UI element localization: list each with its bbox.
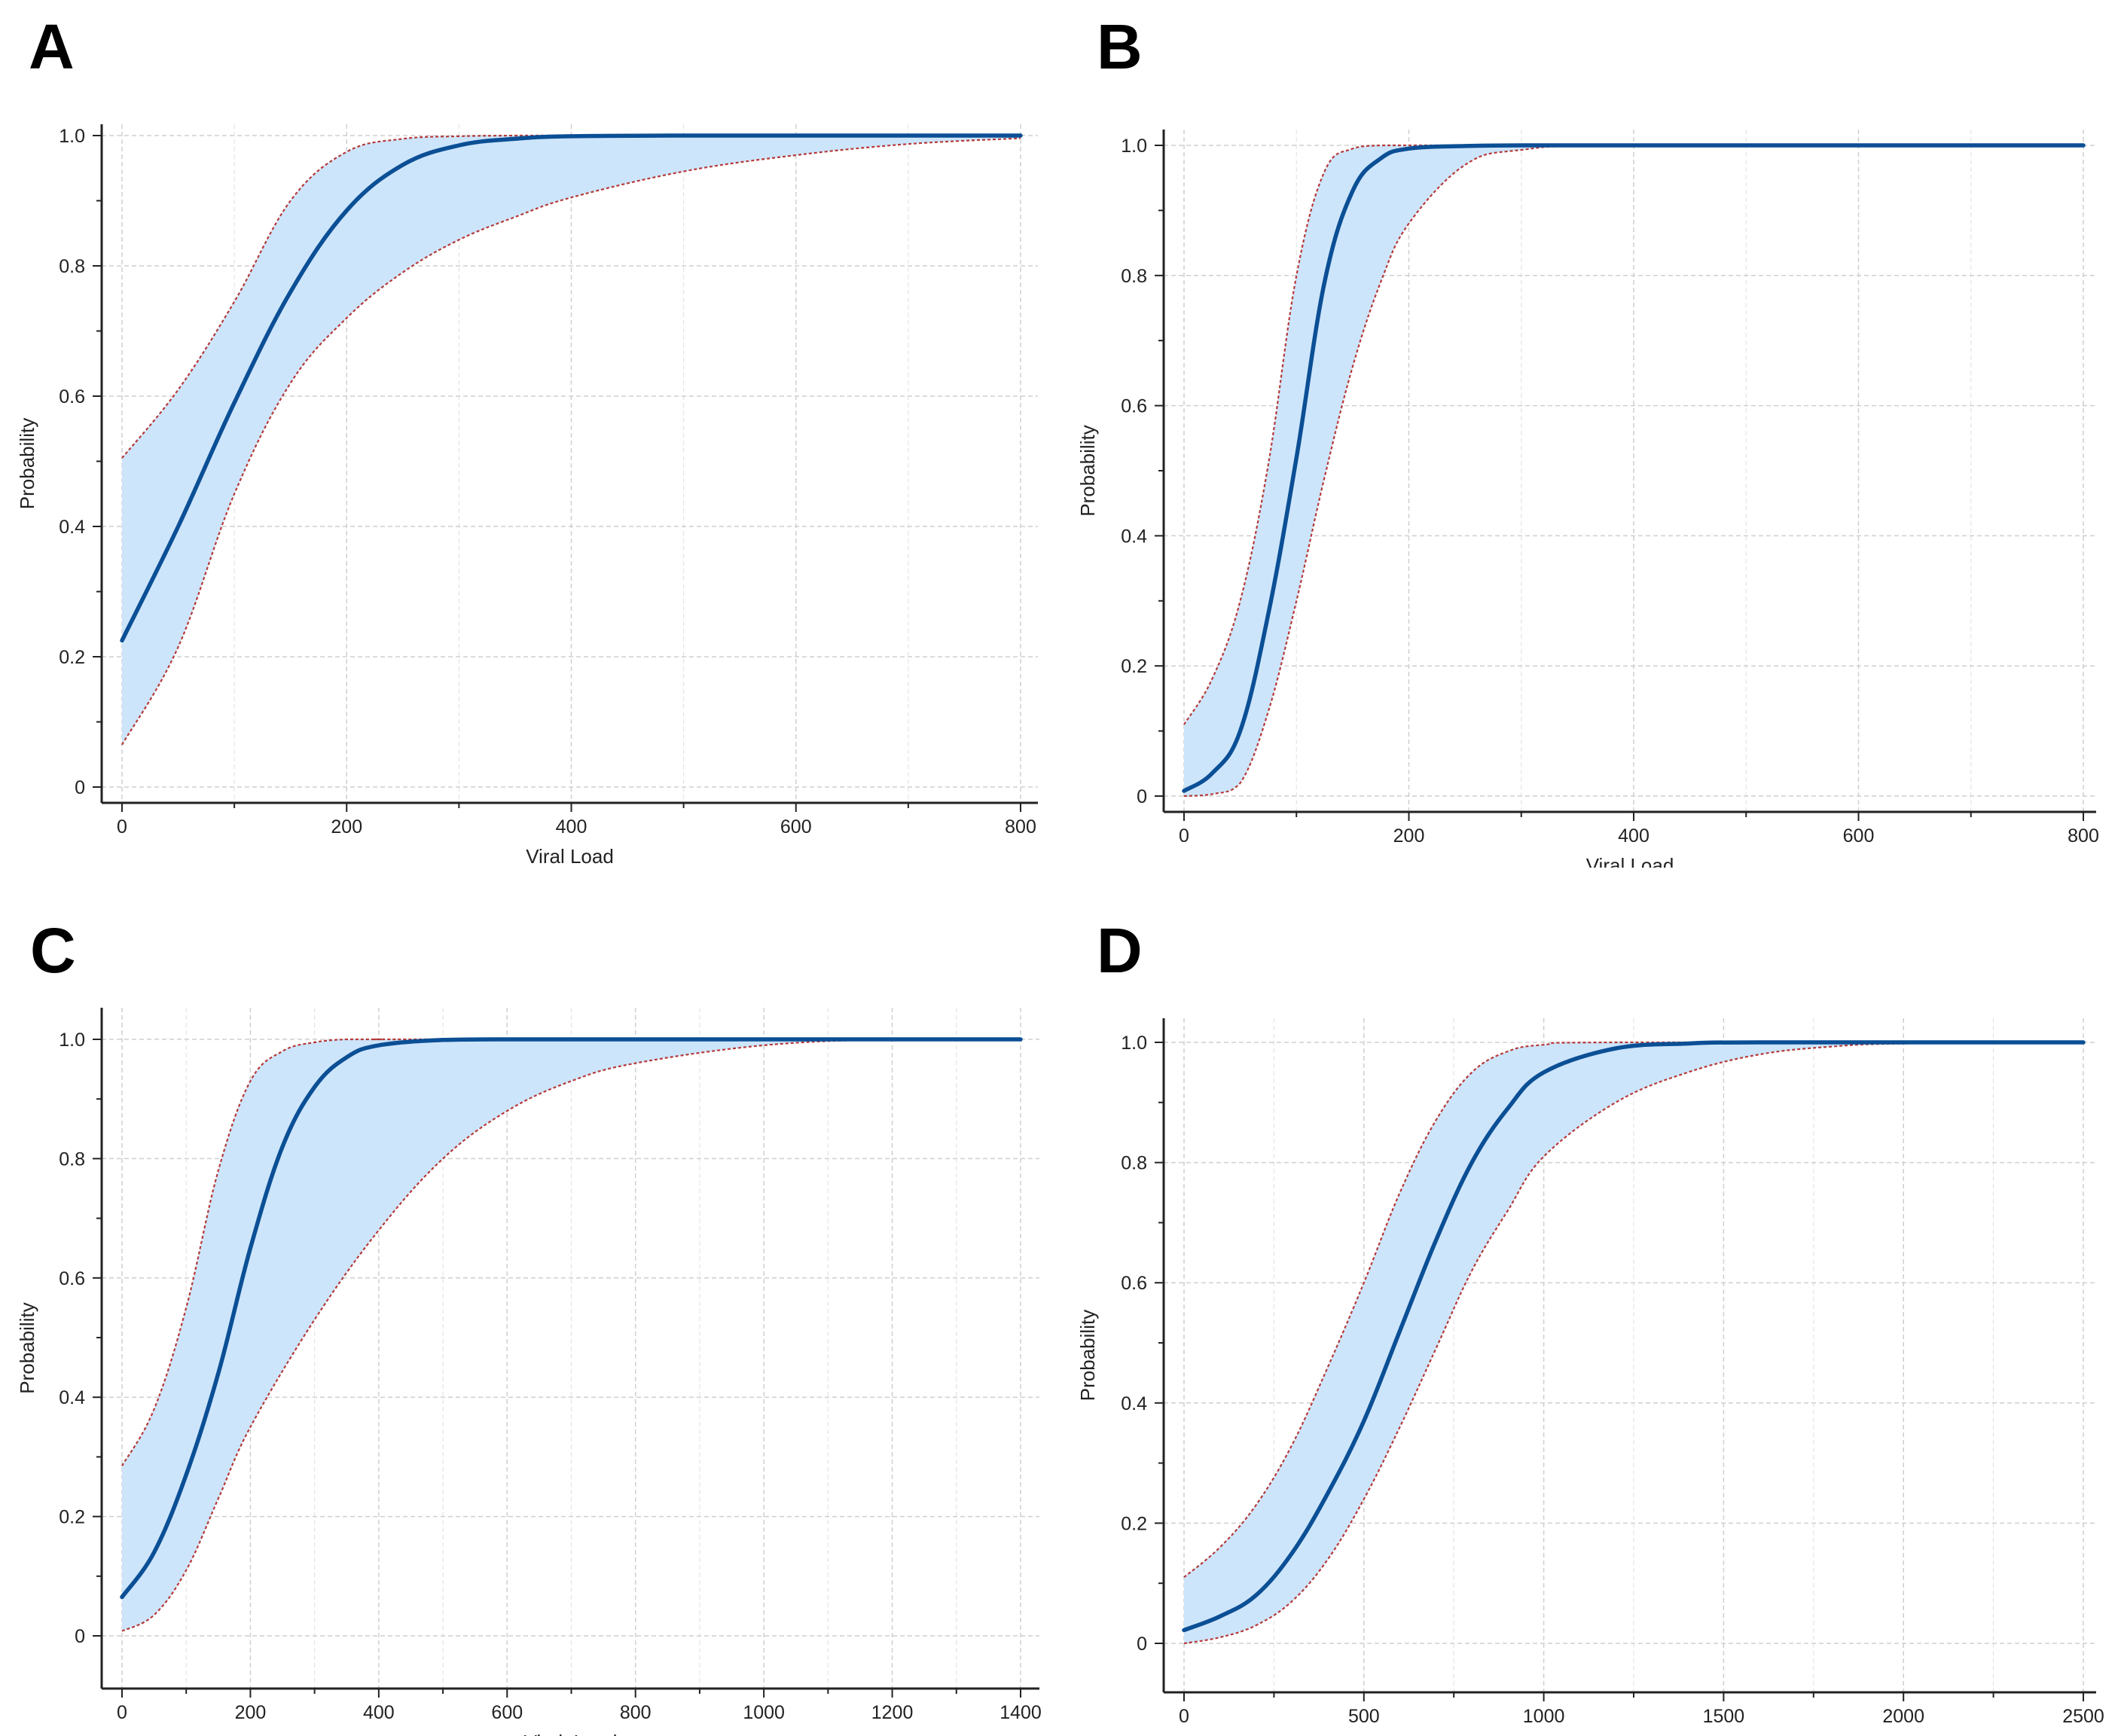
x-axis-title: Viral Load [526,845,614,868]
chart-panel-b: B 0 200 400 600 800 0 0.2 0.4 0.6 0.8 1.0 Viral Loa… [1060,0,2121,868]
x-tick-label: 1400 [999,1702,1042,1723]
chart-c: 0 200 400 600 800 1000 1200 1400 0 0.2 0.4 0.6 0.8 1.… [16,1008,1042,1736]
x-tick-label: 0 [1179,825,1189,847]
y-tick-label: 0.6 [1121,1273,1147,1294]
y-tick-label: 1.0 [59,1030,85,1051]
lower-ci-line [121,137,1021,746]
panel-letter-c: C [30,915,76,986]
y-axis-title: Probability [1076,425,1099,516]
x-tick-label: 400 [363,1702,395,1723]
y-tick-label: 0.2 [59,647,85,668]
y-tick-label: 0.8 [59,1149,85,1170]
x-tick-label: 1500 [1703,1706,1745,1727]
y-tick-label: 0.4 [1121,526,1147,547]
panel-letter-d: D [1097,915,1143,986]
upper-ci-line [121,134,1021,459]
x-tick-label: 200 [1393,825,1425,847]
x-tick-label: 200 [331,816,362,837]
y-tick-label: 0.8 [59,256,85,277]
upper-ci-line [1183,1041,2083,1579]
x-axis-title: Viral_Load [1583,1734,1677,1736]
x-tick-label: 600 [1843,825,1875,847]
y-tick-label: 0.4 [59,517,85,538]
gridlines-d [1164,1018,2096,1692]
chart-panel-d: D 0 500 1000 1500 2000 2500 0 0.2 0.4 0.6 0.8 1.0 Vi… [1060,868,2121,1736]
fitted-curve [1182,143,2086,793]
y-tick-label: 0.2 [59,1507,85,1528]
y-axis-title: Probability [1076,1310,1099,1401]
x-tick-label: 500 [1348,1706,1380,1727]
fitted-curve [120,133,1023,643]
y-tick-label: 1.0 [1121,1033,1147,1054]
x-tick-label: 0 [117,816,127,837]
x-tick-label: 0 [1179,1706,1189,1727]
x-tick-label: 2500 [2062,1706,2104,1727]
chart-b: 0 200 400 600 800 0 0.2 0.4 0.6 0.8 1.0 Viral Load P… [1076,130,2099,868]
y-tick-label: 0.8 [1121,1153,1147,1174]
lower-ci-line [121,1038,1021,1632]
panel-letter-b: B [1097,11,1143,82]
y-tick-label: 0.2 [1121,656,1147,677]
panel-letter-a: A [29,11,75,82]
y-tick-label: 1.0 [59,126,85,147]
x-tick-label: 800 [620,1702,652,1723]
chart-panel-a: A 0 200 400 600 800 0 0.2 0.4 0.6 0.8 1.0 Viral Loa… [0,0,1060,868]
chart-a: 0 200 400 600 800 0 0.2 0.4 0.6 0.8 1.0 Viral Load P… [16,124,1038,868]
x-tick-label: 800 [1005,816,1036,837]
x-tick-label: 1000 [743,1702,785,1723]
upper-ci-line [1183,144,2083,725]
confidence-band [122,1039,1021,1631]
x-tick-label: 600 [780,816,812,837]
chart-panel-c: C 0 200 400 600 800 1000 1200 1400 0 0.2 0.4 0.6 0.8… [0,868,1060,1736]
x-tick-label: 2000 [1882,1706,1924,1727]
fitted-curve [1182,1040,2086,1633]
y-tick-label: 0.2 [1121,1513,1147,1534]
confidence-band [122,136,1021,745]
y-axis-title: Probability [16,418,38,509]
x-tick-label: 600 [491,1702,523,1723]
y-tick-label: 0.8 [1121,266,1147,287]
y-tick-label: 1.0 [1121,136,1147,157]
lower-ci-line [1183,144,2083,798]
x-tick-label: 800 [2068,825,2099,847]
y-tick-label: 0.6 [59,1268,85,1289]
y-tick-label: 0.4 [1121,1393,1147,1414]
y-tick-label: 0.4 [59,1387,85,1408]
lower-ci-line [1183,1041,2084,1645]
x-axis-title: Viral_Load [524,1731,618,1736]
x-tick-label: 400 [556,816,587,837]
y-axis-title: Probability [16,1302,38,1393]
y-tick-label: 0 [1137,1634,1147,1655]
y-tick-label: 0.6 [59,386,85,407]
x-tick-label: 1200 [871,1702,914,1723]
fitted-curve [120,1037,1023,1600]
x-tick-label: 400 [1618,825,1649,847]
y-tick-label: 0 [1137,786,1147,807]
y-tick-label: 0.6 [1121,396,1147,417]
chart-d: 0 500 1000 1500 2000 2500 0 0.2 0.4 0.6 0.8 1.0 Vira… [1076,1018,2104,1736]
x-axis-title: Viral Load [1586,854,1674,868]
y-tick-label: 0 [75,777,85,798]
confidence-band [1184,1042,2083,1643]
x-tick-label: 1000 [1523,1706,1565,1727]
y-tick-label: 0 [75,1626,85,1647]
x-tick-label: 0 [117,1702,127,1723]
x-tick-label: 200 [235,1702,267,1723]
